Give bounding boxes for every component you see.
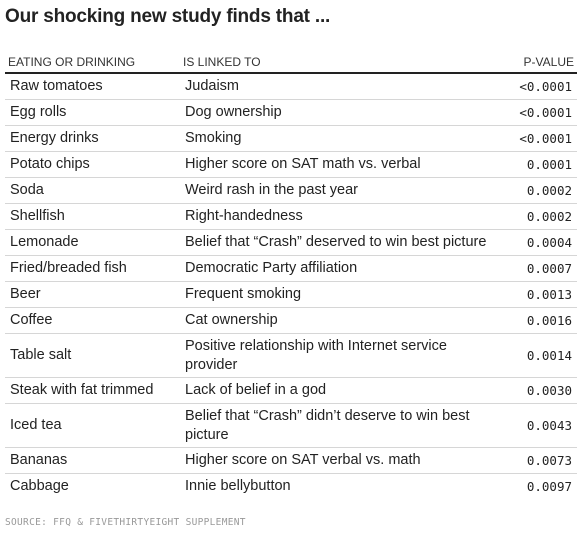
pvalue-cell: <0.0001 [500, 99, 577, 126]
food-cell: Cabbage [10, 478, 69, 494]
pvalue-cell: <0.0001 [500, 125, 577, 152]
pvalue-cell: <0.0001 [500, 73, 577, 100]
column-header-food: EATING OR DRINKING [5, 52, 180, 74]
food-cell: Iced tea [5, 403, 180, 448]
food-cell: Egg rolls [5, 99, 180, 126]
food-cell: Bananas [5, 447, 180, 474]
pvalue-cell: 0.0016 [500, 307, 577, 334]
pvalue-cell: 0.0073 [500, 447, 577, 474]
linked-cell: Belief that “Crash” deserved to win best… [180, 229, 500, 256]
food-cell: Energy drinks [5, 125, 180, 152]
header-row: EATING OR DRINKING IS LINKED TO P-VALUE [5, 52, 577, 74]
food-cell: Shellfish [5, 203, 180, 230]
linked-cell: Positive relationship with Internet serv… [180, 333, 500, 378]
table-row: Coffee Cat ownership 0.0016 [5, 307, 577, 334]
pvalue-cell: 0.0002 [500, 203, 577, 230]
chart-title: Our shocking new study finds that ... [5, 6, 331, 27]
linked-cell: Lack of belief in a god [180, 377, 500, 404]
table-row: Beer Frequent smoking 0.0013 [5, 281, 577, 308]
column-header-pvalue: P-VALUE [500, 52, 577, 74]
pvalue-cell: 0.0001 [500, 151, 577, 178]
linked-cell: Judaism [180, 73, 500, 100]
table-row: Potato chips Higher score on SAT math vs… [5, 151, 577, 178]
pvalue-cell: 0.0007 [500, 255, 577, 282]
pvalue-cell: 0.0097 [526, 479, 572, 494]
pvalue-cell: 0.0014 [500, 333, 577, 378]
food-cell: Soda [5, 177, 180, 204]
food-cell: Potato chips [5, 151, 180, 178]
table-row: Cabbage Innie bellybutton 0.0097 [5, 474, 577, 500]
table-row: Raw tomatoes Judaism <0.0001 [5, 73, 577, 100]
pvalue-cell: 0.0013 [500, 281, 577, 308]
linked-cell: Higher score on SAT math vs. verbal [180, 151, 500, 178]
column-header-linked: IS LINKED TO [180, 52, 500, 74]
food-cell: Lemonade [5, 229, 180, 256]
food-cell: Beer [5, 281, 180, 308]
study-table: EATING OR DRINKING IS LINKED TO P-VALUE … [5, 52, 577, 499]
food-cell: Raw tomatoes [5, 73, 180, 100]
food-cell: Table salt [5, 333, 180, 378]
linked-cell: Dog ownership [180, 99, 500, 126]
linked-cell: Innie bellybutton [185, 478, 291, 494]
table-row: Iced tea Belief that “Crash” didn’t dese… [5, 403, 577, 448]
linked-cell: Frequent smoking [180, 281, 500, 308]
source-note: SOURCE: FFQ & FIVETHIRTYEIGHT SUPPLEMENT [5, 517, 246, 528]
linked-cell: Cat ownership [180, 307, 500, 334]
table-row: Bananas Higher score on SAT verbal vs. m… [5, 447, 577, 474]
pvalue-cell: 0.0002 [500, 177, 577, 204]
linked-cell: Higher score on SAT verbal vs. math [180, 447, 500, 474]
table-row: Lemonade Belief that “Crash” deserved to… [5, 229, 577, 256]
pvalue-cell: 0.0030 [500, 377, 577, 404]
food-cell: Fried/breaded fish [5, 255, 180, 282]
table-row: Fried/breaded fish Democratic Party affi… [5, 255, 577, 282]
linked-cell: Belief that “Crash” didn’t deserve to wi… [180, 403, 500, 448]
linked-cell: Democratic Party affiliation [180, 255, 500, 282]
table-row: Shellfish Right-handedness 0.0002 [5, 203, 577, 230]
linked-cell: Right-handedness [180, 203, 500, 230]
pvalue-cell: 0.0043 [500, 403, 577, 448]
food-cell: Steak with fat trimmed [5, 377, 180, 404]
table-row: Energy drinks Smoking <0.0001 [5, 125, 577, 152]
table-row: Egg rolls Dog ownership <0.0001 [5, 99, 577, 126]
pvalue-cell: 0.0004 [500, 229, 577, 256]
table-row: Steak with fat trimmed Lack of belief in… [5, 377, 577, 404]
linked-cell: Smoking [180, 125, 500, 152]
table-row: Table salt Positive relationship with In… [5, 333, 577, 378]
table-row: Soda Weird rash in the past year 0.0002 [5, 177, 577, 204]
linked-cell: Weird rash in the past year [180, 177, 500, 204]
food-cell: Coffee [5, 307, 180, 334]
